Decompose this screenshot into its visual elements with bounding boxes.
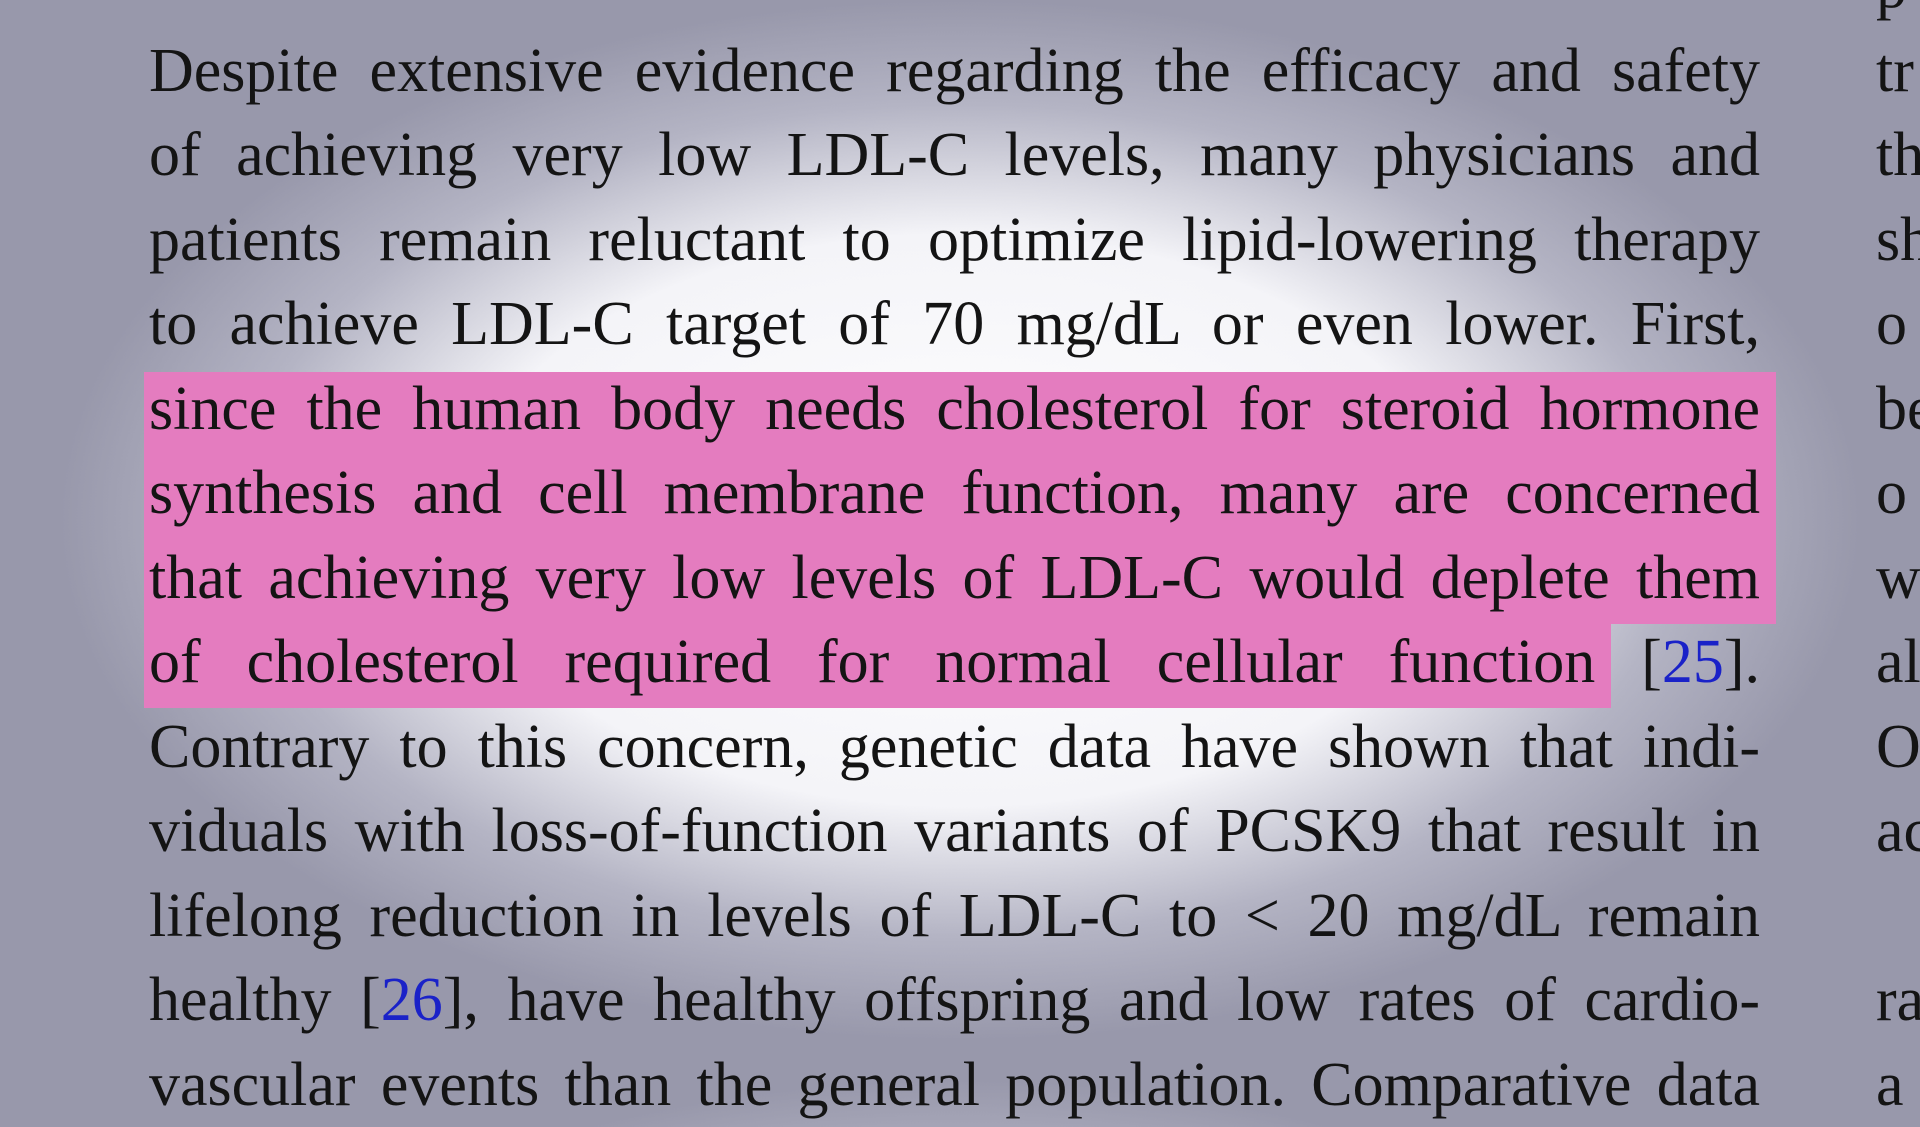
- text: ].: [1723, 628, 1760, 696]
- text: healthy: [149, 966, 332, 1034]
- citation[interactable]: 26: [380, 966, 443, 1034]
- text-line: lifelong reduction in levels of LDL-C to…: [149, 882, 1760, 950]
- column-fragment: o: [1876, 459, 1907, 527]
- highlight: [144, 624, 1611, 708]
- text-line: healthy [26], have healthy offspring and…: [149, 958, 1760, 1042]
- column-fragment: be: [1876, 375, 1920, 443]
- text-line: since the human body needs cholesterol f…: [149, 375, 1760, 443]
- column-fragment: tr: [1876, 37, 1914, 105]
- text-line: Contrary to this concern, genetic data h…: [149, 713, 1760, 781]
- column-fragment: al: [1876, 628, 1920, 696]
- text-line: viduals with loss-of-function variants o…: [149, 797, 1760, 865]
- text: ], have healthy offspring and low rates …: [442, 966, 1761, 1034]
- column-fragment: ac: [1876, 797, 1920, 865]
- text-line: of achieving very low LDL-C levels, many…: [149, 121, 1760, 189]
- text-line: to achieve LDL-C target of 70 mg/dL or e…: [149, 290, 1760, 358]
- column-fragment: O: [1876, 713, 1920, 781]
- column-fragment: sh: [1876, 206, 1920, 274]
- text: of cholesterol required for normal cellu…: [149, 628, 1596, 696]
- text-line: of cholesterol required for normal cellu…: [149, 620, 1760, 704]
- highlight: [144, 372, 1776, 624]
- citation[interactable]: 25: [1661, 628, 1724, 696]
- text-line: vascular events than the general populat…: [149, 1051, 1760, 1119]
- text-line: that achieving very low levels of LDL-C …: [149, 544, 1760, 612]
- column-fragment: o: [1876, 290, 1907, 358]
- text: [: [360, 966, 381, 1034]
- text-line: synthesis and cell membrane function, ma…: [149, 459, 1760, 527]
- column-fragment: a: [1876, 1051, 1904, 1119]
- column-fragment: p: [1876, 0, 1907, 29]
- column-fragment: w: [1876, 544, 1920, 612]
- text-line: Despite extensive evidence regarding the…: [149, 37, 1760, 105]
- text: [: [1641, 628, 1662, 696]
- column-fragment: th: [1876, 121, 1920, 189]
- column-fragment: ra: [1876, 966, 1920, 1034]
- text-line: patients remain reluctant to optimize li…: [149, 206, 1760, 274]
